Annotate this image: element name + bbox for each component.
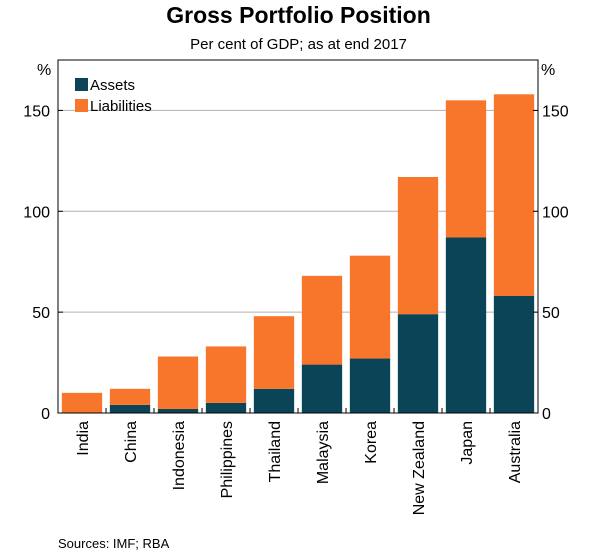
x-tick-label: Philippines [219,421,236,498]
legend-label-assets: Assets [90,77,135,94]
bar-liabilities-australia [493,94,535,297]
stacked-bar-chart: 0 0 50 50 100 100 150 150% % India China Indonesia P… [23,59,569,515]
source-note: Sources: IMF; RBA [58,536,170,551]
chart-subtitle: Per cent of GDP; as at end 2017 [190,36,407,53]
bar-assets-new-zealand [397,314,439,413]
y-tick-label-left: 100 [23,204,50,221]
bar-liabilities-indonesia [157,356,199,409]
y-tick-label-right: 150 [542,103,569,120]
x-tick-label: Indonesia [171,421,188,490]
bar-liabilities-japan [445,100,487,238]
x-tick-label: Australia [507,421,524,483]
x-tick-label: India [75,421,92,456]
y-axis-unit-left: % [37,62,51,79]
bar-liabilities-thailand [253,316,295,389]
x-tick-label: Korea [363,421,380,464]
chart-title: Gross Portfolio Position [166,2,431,28]
y-tick-label-right: 0 [542,406,551,423]
x-tick-label: Thailand [267,421,284,482]
bar-liabilities-korea [349,255,391,359]
bar-assets-philippines [205,402,247,413]
bar-liabilities-malaysia [301,275,343,365]
legend-label-liabilities: Liabilities [90,98,152,115]
bar-assets-malaysia [301,364,343,413]
bar-assets-japan [445,237,487,413]
y-tick-label-right: 100 [542,204,569,221]
y-tick-label-left: 150 [23,103,50,120]
bar-liabilities-philippines [205,346,247,403]
bar-liabilities-new-zealand [397,176,439,315]
y-tick-label-left: 50 [32,305,50,322]
legend-swatch-assets [75,78,88,91]
legend-swatch-liabilities [75,99,88,112]
bar-liabilities-china [109,388,151,405]
y-tick-label-right: 50 [542,305,560,322]
y-tick-label-left: 0 [41,406,50,423]
x-tick-label: Malaysia [315,421,332,484]
bar-assets-korea [349,358,391,413]
bar-assets-indonesia [157,408,199,413]
bar-assets-china [109,404,151,413]
x-tick-label: Japan [459,421,476,465]
bar-assets-australia [493,296,535,413]
y-axis-unit-right: % [541,62,555,79]
bar-liabilities-india [61,392,103,413]
x-tick-label: New Zealand [411,421,428,515]
x-tick-label: China [123,421,140,463]
bar-assets-thailand [253,388,295,413]
